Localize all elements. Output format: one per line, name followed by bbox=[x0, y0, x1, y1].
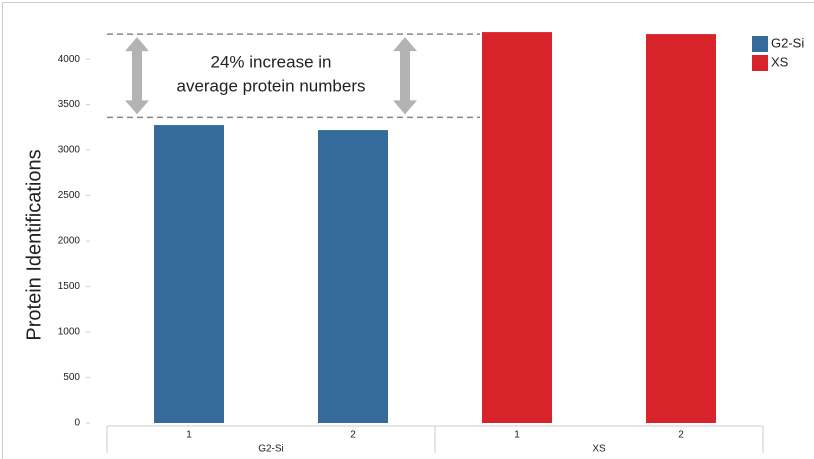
double-arrow bbox=[393, 37, 417, 115]
y-tick-label: 1500 bbox=[58, 281, 81, 292]
double-arrow bbox=[125, 37, 149, 115]
x-tick-label: 2 bbox=[350, 430, 356, 441]
legend-label: G2-Si bbox=[771, 35, 804, 50]
bar bbox=[646, 34, 716, 423]
x-tick-label: 1 bbox=[186, 430, 192, 441]
bar bbox=[154, 125, 224, 423]
bar bbox=[318, 130, 388, 423]
y-tick-label: 1000 bbox=[58, 327, 81, 338]
y-tick-label: 500 bbox=[63, 372, 80, 383]
x-tick-label: 2 bbox=[678, 430, 684, 441]
x-tick-label: 1 bbox=[514, 430, 520, 441]
annotation-text: 24% increase in bbox=[211, 52, 332, 71]
y-tick-label: 4000 bbox=[58, 54, 81, 65]
bar bbox=[482, 32, 552, 424]
annotation-text: average protein numbers bbox=[176, 76, 365, 95]
legend-swatch bbox=[752, 36, 768, 52]
y-tick-label: 2000 bbox=[58, 236, 81, 247]
legend-label: XS bbox=[771, 54, 789, 69]
y-tick-label: 3500 bbox=[58, 99, 81, 110]
y-tick-label: 0 bbox=[74, 418, 80, 429]
y-axis-label: Protein Identifications bbox=[23, 149, 45, 340]
y-tick-label: 2500 bbox=[58, 190, 81, 201]
legend-swatch bbox=[752, 55, 768, 71]
group-label: XS bbox=[592, 444, 606, 455]
group-label: G2-Si bbox=[258, 444, 284, 455]
y-tick-label: 3000 bbox=[58, 145, 81, 156]
